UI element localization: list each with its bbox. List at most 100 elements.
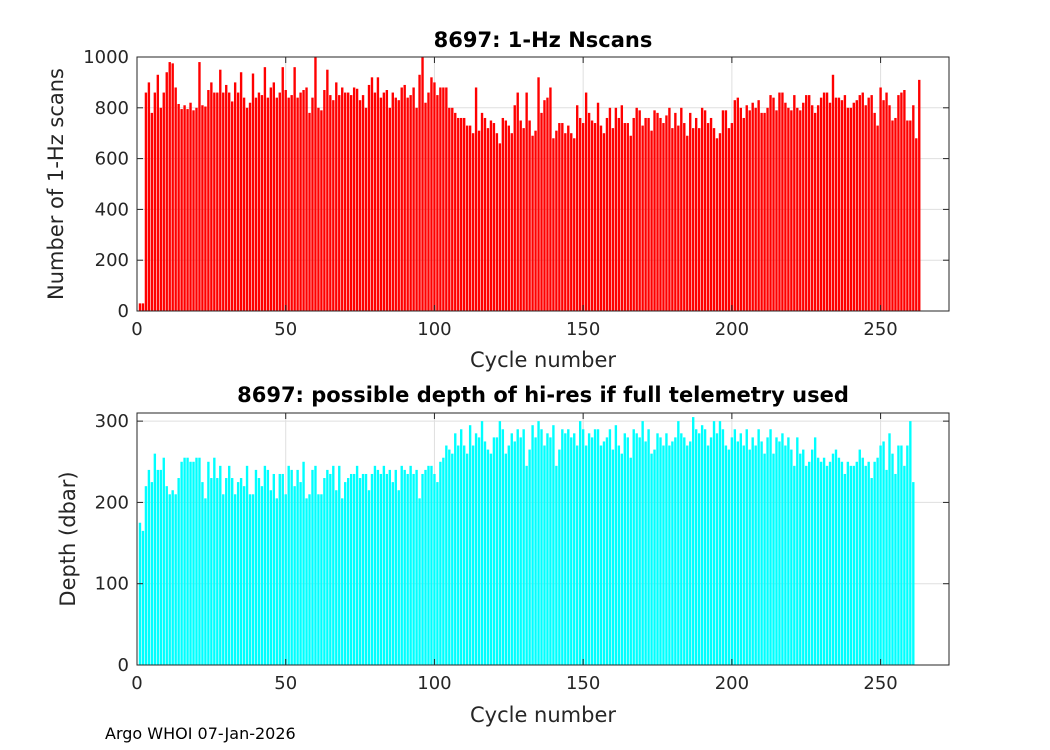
chart1-bar	[727, 128, 731, 311]
chart1-ylabel: Number of 1-Hz scans	[44, 68, 68, 300]
chart2-bar	[275, 498, 278, 665]
chart2-bar	[760, 441, 763, 665]
chart1-bar	[278, 92, 281, 311]
chart2-bar	[364, 473, 368, 665]
chart2-bar	[754, 445, 757, 665]
chart2-bar	[558, 449, 561, 665]
chart2-bar	[168, 494, 171, 665]
chart1-bar	[266, 97, 270, 311]
chart2-bar	[837, 457, 841, 665]
chart2-bar	[802, 449, 805, 665]
chart1-xtick-label: 200	[715, 319, 749, 340]
chart1-bar	[260, 95, 264, 311]
chart1-bar	[180, 109, 183, 311]
chart1-bar	[558, 123, 561, 311]
chart1-bar	[284, 90, 287, 312]
chart1-bar	[629, 135, 632, 311]
chart1-bar	[445, 87, 448, 311]
chart2-bar	[272, 473, 276, 665]
chart2-bar	[323, 478, 326, 665]
chart2-bar	[692, 417, 695, 665]
chart1-bar	[216, 92, 219, 311]
chart2-bar	[382, 465, 386, 665]
chart1-bar	[201, 105, 204, 311]
chart1-bar	[379, 97, 383, 311]
chart1-bar	[430, 77, 433, 311]
chart2-bar	[442, 457, 445, 665]
chart2-bar	[546, 433, 549, 665]
chart1-bar	[454, 112, 457, 311]
chart1-bar	[239, 72, 243, 312]
chart2-bar	[870, 478, 873, 665]
chart2-bar	[451, 453, 454, 665]
chart2-bar	[799, 453, 802, 665]
chart2-bar	[433, 473, 436, 665]
chart1-bar	[296, 97, 299, 311]
chart2-bar	[162, 457, 165, 665]
chart2-bar	[147, 469, 151, 665]
chart1-bar	[242, 97, 246, 311]
chart1-bar	[617, 117, 621, 312]
chart1-bar	[177, 103, 180, 312]
chart2-bar	[888, 433, 891, 665]
chart2-bar	[552, 425, 555, 665]
chart1-bar	[772, 97, 775, 311]
chart2-bar	[608, 429, 612, 665]
chart1-bar	[531, 135, 534, 311]
chart2-bar	[314, 465, 317, 665]
chart2-bar	[230, 478, 234, 665]
chart2-bar	[376, 469, 380, 665]
chart1-plot-area	[137, 57, 949, 311]
chart1-bar	[165, 72, 168, 312]
chart2-bar	[605, 437, 609, 665]
chart1-bar	[882, 100, 885, 312]
chart2-bar	[308, 494, 311, 665]
chart2-bar	[141, 530, 145, 665]
chart1-bar	[831, 74, 835, 311]
chart1-bar	[385, 90, 389, 312]
chart2-bar	[858, 449, 861, 665]
chart2-bar	[204, 498, 207, 665]
chart1-bar	[537, 77, 540, 311]
chart2-bar	[326, 469, 329, 665]
chart2-bar	[373, 465, 377, 665]
chart2-bar	[412, 473, 415, 665]
chart1-bar	[546, 97, 549, 311]
chart1-ytick-label: 600	[95, 149, 129, 170]
chart2-bar	[745, 429, 748, 665]
footer-credit: Argo WHOI 07-Jan-2026	[105, 724, 296, 743]
chart1-bar	[144, 92, 148, 311]
chart1-bar	[361, 95, 365, 311]
chart2-bar	[335, 490, 338, 665]
chart2-bar	[650, 453, 653, 665]
chart1-bar	[760, 112, 763, 311]
chart2-bar	[537, 421, 540, 665]
chart2-bar	[228, 465, 231, 665]
chart2-bar	[689, 441, 692, 665]
chart2-bar	[849, 465, 853, 665]
chart1-bar	[225, 84, 228, 311]
chart1-bar	[825, 92, 829, 311]
chart2-bar	[358, 478, 362, 665]
chart2-bar	[465, 453, 469, 665]
chart1-bar	[570, 133, 573, 311]
chart2-bar	[864, 465, 867, 665]
chart2-bar	[697, 433, 701, 665]
chart2-bar	[454, 433, 457, 665]
chart1-bar	[709, 117, 713, 312]
chart1-bar	[692, 128, 695, 311]
chart2-bar	[570, 437, 573, 665]
chart2-bar	[266, 469, 270, 665]
chart1-bar	[891, 120, 894, 311]
chart1-bar	[808, 95, 811, 311]
chart1-bar	[561, 123, 564, 311]
chart2-bar	[891, 453, 894, 665]
chart2-bar	[480, 421, 484, 665]
chart1-bar	[376, 77, 380, 311]
chart2-bar	[543, 445, 546, 665]
chart1-bar	[171, 63, 174, 311]
chart1-bar	[403, 84, 406, 311]
chart1-bar	[632, 117, 635, 312]
chart2-bar	[263, 465, 267, 665]
chart2-bar	[778, 441, 781, 665]
